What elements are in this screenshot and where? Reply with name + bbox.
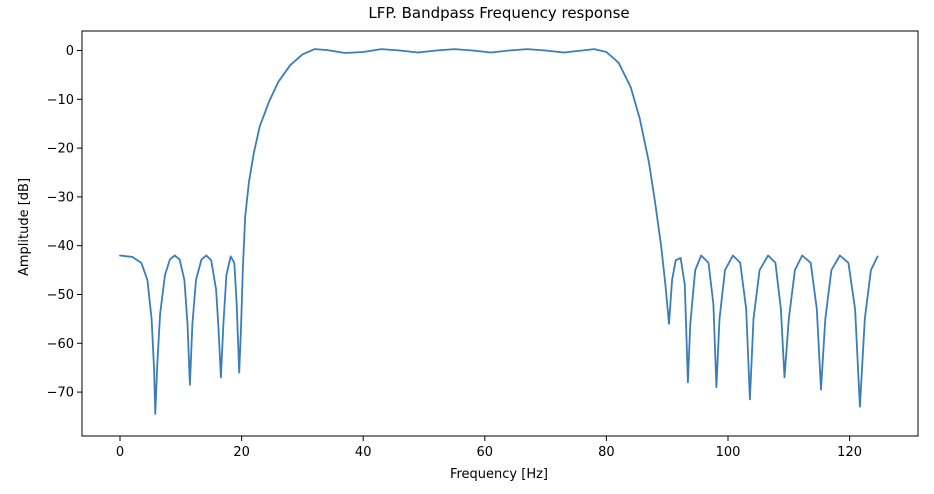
y-tick-label: −10 bbox=[47, 93, 74, 108]
x-axis-ticks: 0 20 40 60 80 100 120 bbox=[116, 436, 862, 460]
x-tick-label: 20 bbox=[233, 445, 250, 460]
y-tick-label: −70 bbox=[47, 386, 74, 401]
x-tick-label: 40 bbox=[355, 445, 372, 460]
plot-area bbox=[119, 48, 879, 415]
y-tick-label: 0 bbox=[66, 44, 74, 59]
y-axis-label: Amplitude [dB] bbox=[17, 178, 32, 276]
x-axis-label: Frequency [Hz] bbox=[450, 467, 548, 482]
y-axis-ticks: 0 −10 −20 −30 −40 −50 −60 −70 bbox=[47, 44, 82, 401]
x-tick-label: 100 bbox=[716, 445, 741, 460]
chart-title: LFP. Bandpass Frequency response bbox=[368, 4, 629, 22]
x-tick-label: 120 bbox=[837, 445, 862, 460]
x-tick-label: 80 bbox=[598, 445, 615, 460]
plot-frame bbox=[81, 30, 919, 437]
y-tick-label: −30 bbox=[47, 190, 74, 205]
x-tick-label: 0 bbox=[116, 445, 124, 460]
y-tick-label: −40 bbox=[47, 239, 74, 254]
x-tick-label: 60 bbox=[477, 445, 494, 460]
y-tick-label: −50 bbox=[47, 288, 74, 303]
y-tick-label: −20 bbox=[47, 142, 74, 157]
series-line-frequency-response bbox=[119, 48, 879, 415]
y-tick-label: −60 bbox=[47, 337, 74, 352]
